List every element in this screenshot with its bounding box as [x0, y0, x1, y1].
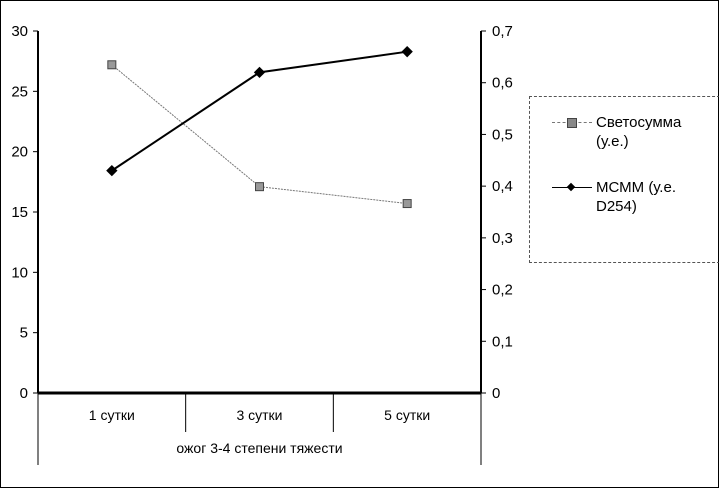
group-label: ожог 3-4 степени тяжести	[176, 440, 342, 456]
data-point-asterisk	[402, 199, 412, 209]
legend-label: (у.е.)	[596, 133, 629, 150]
right-tick-label: 0,4	[492, 178, 513, 195]
asterisk-marker-icon	[552, 113, 596, 132]
right-tick-label: 0,1	[492, 333, 513, 350]
right-tick-label: 0,6	[492, 75, 513, 92]
legend-label: Светосумма	[596, 114, 682, 131]
data-point-asterisk	[255, 182, 264, 192]
legend-item-svetosumma: Светосумма (у.е.)	[552, 113, 719, 151]
left-tick-label: 0	[20, 385, 28, 402]
legend-label: D254)	[596, 198, 637, 215]
left-tick-label: 25	[11, 83, 28, 100]
left-tick-label: 10	[11, 264, 28, 281]
category-label: 1 сутки	[89, 407, 135, 423]
left-tick-label: 5	[20, 325, 28, 342]
right-tick-label: 0,3	[492, 230, 513, 247]
data-point-diamond	[401, 46, 413, 58]
series-line	[111, 64, 408, 205]
data-point-diamond	[253, 66, 266, 79]
legend-item-msmm: МСММ (у.е. D254)	[552, 178, 719, 216]
legend-label: МСММ (у.е.	[596, 179, 676, 196]
right-tick-label: 0,2	[492, 282, 513, 299]
left-tick-label: 15	[11, 204, 28, 221]
left-tick-label: 20	[11, 144, 28, 161]
legend: Светосумма (у.е.) МСММ (у.е. D254)	[529, 96, 719, 263]
data-point-asterisk	[107, 60, 117, 70]
diamond-marker-icon	[552, 178, 596, 197]
data-point-diamond	[106, 164, 118, 177]
right-tick-label: 0,7	[492, 23, 513, 40]
category-label: 5 сутки	[384, 407, 430, 423]
right-tick-label: 0	[492, 385, 500, 402]
category-label: 3 сутки	[236, 407, 282, 423]
left-tick-label: 30	[11, 23, 28, 40]
right-tick-label: 0,5	[492, 126, 513, 143]
